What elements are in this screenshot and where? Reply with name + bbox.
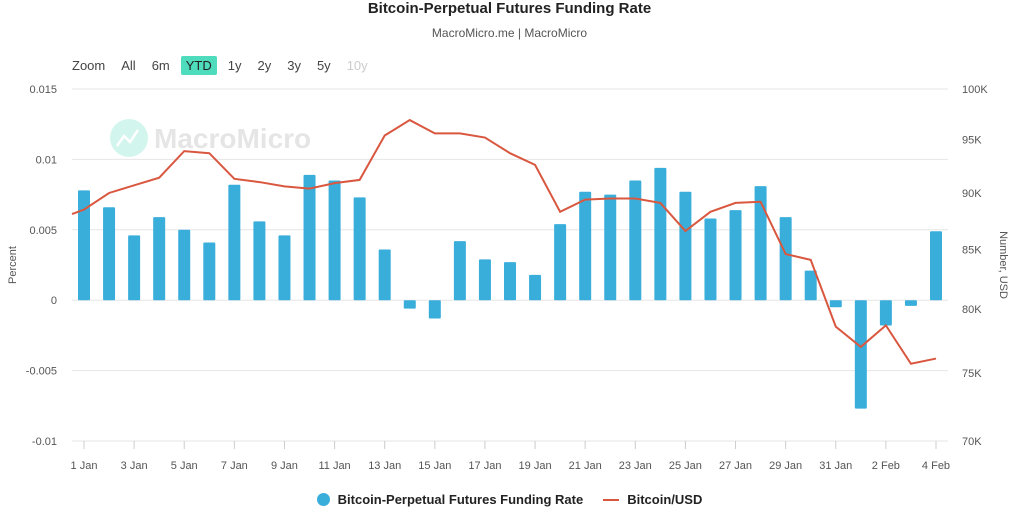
funding-rate-bar: [428, 300, 441, 319]
y-left-tick-label: -0.005: [26, 366, 57, 378]
zoom-6m-button[interactable]: 6m: [151, 58, 170, 73]
y-right-tick-label: 85K: [962, 244, 982, 256]
funding-rate-bar: [78, 190, 90, 301]
watermark-text: MacroMicro: [154, 123, 311, 154]
funding-rate-bar: [103, 207, 116, 301]
y-right-axis-title: Number, USD: [997, 231, 1009, 299]
funding-rate-bar: [303, 174, 316, 301]
funding-rate-bar: [729, 210, 742, 301]
funding-rate-bar: [854, 300, 867, 409]
funding-rate-bar: [779, 217, 792, 301]
x-tick-label: 31 Jan: [819, 460, 852, 472]
funding-rate-bar: [478, 259, 491, 301]
y-right-tick-label: 95K: [962, 135, 982, 147]
x-tick-label: 19 Jan: [519, 460, 552, 472]
funding-rate-bar: [654, 167, 667, 301]
x-tick-label: 2 Feb: [872, 460, 900, 472]
legend: Bitcoin-Perpetual Futures Funding Rate B…: [0, 492, 1019, 507]
zoom-1y-button[interactable]: 1y: [227, 58, 242, 73]
funding-rate-bar: [829, 300, 842, 308]
x-tick-label: 9 Jan: [271, 460, 298, 472]
macromicro-watermark: MacroMicro: [110, 119, 311, 157]
funding-rate-bar: [278, 235, 291, 301]
y-left-tick-label: -0.01: [32, 436, 57, 448]
funding-rate-bar: [178, 229, 191, 301]
funding-rate-bar: [930, 231, 942, 301]
funding-rate-bar: [704, 218, 717, 301]
funding-rate-bar: [453, 241, 466, 301]
funding-rate-bar: [804, 270, 817, 301]
funding-rate-bar: [353, 197, 366, 301]
zoom-3y-button[interactable]: 3y: [287, 58, 301, 73]
funding-rate-bar: [629, 180, 642, 301]
x-tick-label: 23 Jan: [619, 460, 652, 472]
x-tick-label: 3 Jan: [121, 460, 148, 472]
x-tick-label: 1 Jan: [71, 460, 98, 472]
y-left-tick-label: 0.015: [29, 84, 57, 96]
x-tick-label: 4 Feb: [922, 460, 950, 472]
funding-rate-bar: [604, 194, 617, 301]
funding-rate-bar: [879, 300, 892, 326]
x-tick-label: 13 Jan: [368, 460, 401, 472]
zoom-all-button[interactable]: All: [121, 58, 136, 73]
legend-label: Bitcoin/USD: [627, 492, 703, 507]
bitcoin-usd-line: [71, 118, 937, 365]
x-tick-label: 7 Jan: [221, 460, 248, 472]
funding-rate-bar: [153, 217, 166, 301]
x-tick-label: 21 Jan: [569, 460, 602, 472]
y-right-tick-label: 100K: [962, 84, 988, 96]
x-tick-label: 11 Jan: [318, 460, 350, 472]
x-tick-label: 17 Jan: [468, 460, 501, 472]
zoom-2y-button[interactable]: 2y: [257, 58, 272, 73]
bar-series-marker-icon: [316, 493, 330, 506]
y-left-tick-label: 0.005: [29, 225, 57, 237]
funding-rate-bar: [579, 191, 592, 301]
zoom-label: Zoom: [72, 58, 106, 73]
y-right-tick-label: 80K: [962, 304, 982, 316]
legend-item-bitcoin-usd[interactable]: Bitcoin/USD: [603, 492, 702, 507]
legend-label: Bitcoin-Perpetual Futures Funding Rate: [337, 492, 584, 507]
y-right-tick-label: 90K: [962, 188, 982, 200]
funding-rate-bar: [554, 224, 567, 301]
funding-rate-bar: [904, 300, 917, 306]
zoom-selector: Zoom All 6m YTD 1y 2y 3y 5y 10y: [72, 56, 379, 75]
y-right-tick-label: 75K: [962, 368, 982, 380]
x-tick-label: 27 Jan: [719, 460, 752, 472]
funding-rate-bar: [679, 191, 692, 301]
funding-rate-bar: [754, 186, 767, 301]
funding-rate-bar: [228, 184, 241, 301]
y-left-tick-label: 0: [51, 295, 57, 307]
funding-rate-bar: [504, 262, 516, 301]
chart-title: Bitcoin-Perpetual Futures Funding Rate: [367, 0, 652, 17]
funding-rate-bar: [253, 221, 266, 301]
zoom-5y-button[interactable]: 5y: [316, 58, 331, 73]
legend-item-funding-rate[interactable]: Bitcoin-Perpetual Futures Funding Rate: [316, 492, 584, 507]
x-tick-label: 15 Jan: [418, 460, 451, 472]
x-tick-label: 25 Jan: [669, 460, 702, 472]
funding-rate-bar: [203, 242, 216, 301]
line-series-marker-icon: [603, 498, 620, 501]
funding-rate-bar: [328, 180, 341, 301]
x-tick-label: 29 Jan: [769, 460, 802, 472]
funding-rate-bar: [128, 235, 141, 301]
zoom-10y-button[interactable]: 10y: [346, 58, 368, 73]
funding-rate-bar: [378, 249, 391, 301]
chart-subtitle: MacroMicro.me | MacroMicro: [431, 26, 588, 40]
x-tick-label: 5 Jan: [171, 460, 198, 472]
y-left-axis-title: Percent: [7, 246, 19, 284]
zoom-ytd-button[interactable]: YTD: [180, 56, 217, 75]
y-right-tick-label: 70K: [962, 436, 982, 448]
funding-rate-bar: [529, 274, 542, 301]
funding-rate-bar: [403, 300, 416, 309]
y-left-tick-label: 0.01: [36, 154, 57, 166]
